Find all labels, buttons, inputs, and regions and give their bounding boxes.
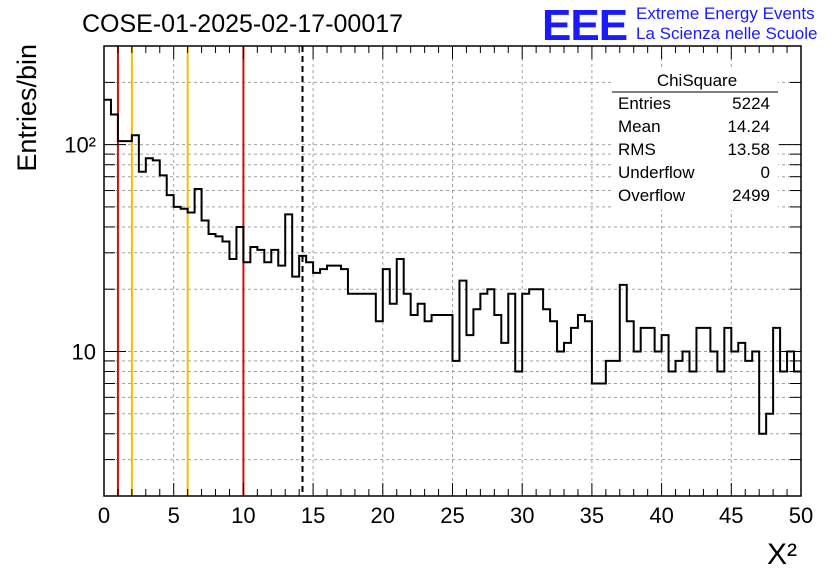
stats-value: 2499 [732, 186, 770, 205]
x-axis: 0 5 10 15 20 25 30 35 40 45 50 X² [98, 46, 813, 571]
stats-header: ChiSquare [657, 71, 737, 90]
x-tick-label: 25 [440, 503, 464, 528]
y-tick-label: 10 [72, 339, 96, 364]
x-axis-label: X² [767, 538, 797, 571]
stats-box: ChiSquare Entries 5224 Mean 14.24 RMS 13.58 Und… [612, 68, 778, 210]
stats-label: Entries [618, 94, 671, 113]
x-tick-label: 35 [580, 503, 604, 528]
y-tick-label: 10² [64, 133, 96, 158]
stats-label: Mean [618, 117, 661, 136]
stats-value: 14.24 [727, 117, 770, 136]
y-axis: 10 10² Entries/bin [12, 44, 801, 497]
stats-value: 13.58 [727, 140, 770, 159]
x-tick-label: 45 [719, 503, 743, 528]
x-tick-label: 30 [510, 503, 534, 528]
y-axis-label: Entries/bin [12, 44, 42, 172]
logo-line-2: La Scienza nelle Scuole [636, 24, 818, 43]
x-tick-label: 0 [98, 503, 110, 528]
stats-label: Overflow [618, 186, 686, 205]
stats-value: 5224 [732, 94, 770, 113]
x-tick-label: 10 [231, 503, 255, 528]
x-tick-label: 5 [168, 503, 180, 528]
histogram-outline [104, 98, 801, 435]
x-tick-label: 50 [789, 503, 813, 528]
histogram [104, 98, 801, 435]
logo-line-1: Extreme Energy Events [636, 4, 815, 23]
eee-logo: EEE [542, 1, 628, 50]
stats-value: 0 [761, 163, 770, 182]
stats-label: RMS [618, 140, 656, 159]
stats-label: Underflow [618, 163, 695, 182]
chart-title: COSE-01-2025-02-17-00017 [82, 10, 404, 38]
x-tick-label: 15 [301, 503, 325, 528]
x-tick-label: 40 [649, 503, 673, 528]
x-tick-label: 20 [371, 503, 395, 528]
